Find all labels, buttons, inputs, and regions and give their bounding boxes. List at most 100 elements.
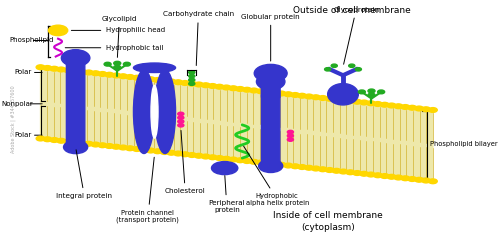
Circle shape — [277, 91, 286, 96]
Circle shape — [291, 92, 300, 97]
Circle shape — [360, 100, 368, 105]
Circle shape — [264, 90, 272, 94]
Circle shape — [112, 73, 120, 78]
Circle shape — [215, 156, 224, 160]
Circle shape — [339, 169, 348, 174]
Circle shape — [401, 176, 409, 181]
Circle shape — [229, 157, 237, 162]
Text: Glycoprotein: Glycoprotein — [333, 7, 379, 64]
Circle shape — [353, 171, 362, 175]
Text: Adobe Stock | #344557600: Adobe Stock | #344557600 — [10, 86, 16, 153]
Circle shape — [202, 83, 210, 88]
Circle shape — [312, 95, 320, 100]
Text: Cholesterol: Cholesterol — [165, 130, 205, 194]
Circle shape — [304, 165, 314, 170]
Text: Integral protein: Integral protein — [56, 150, 112, 199]
Circle shape — [358, 90, 366, 94]
Circle shape — [422, 107, 430, 112]
Circle shape — [105, 144, 114, 148]
Circle shape — [380, 174, 389, 178]
Circle shape — [360, 171, 368, 176]
Text: Polar: Polar — [14, 70, 32, 76]
Circle shape — [126, 75, 134, 79]
Circle shape — [387, 174, 396, 179]
Circle shape — [178, 116, 184, 119]
Circle shape — [160, 150, 169, 154]
Circle shape — [298, 165, 306, 169]
Circle shape — [380, 102, 389, 107]
Circle shape — [353, 99, 362, 104]
Circle shape — [118, 74, 128, 79]
Circle shape — [208, 155, 217, 160]
Circle shape — [188, 74, 195, 78]
Circle shape — [202, 154, 210, 159]
Circle shape — [318, 167, 327, 172]
Text: Globular protein: Globular protein — [242, 14, 300, 61]
Text: Glycolipid: Glycolipid — [102, 16, 137, 57]
Circle shape — [48, 25, 68, 36]
Circle shape — [118, 145, 128, 150]
Circle shape — [132, 147, 141, 151]
FancyBboxPatch shape — [262, 76, 280, 98]
Circle shape — [288, 138, 294, 141]
Circle shape — [188, 71, 195, 74]
Ellipse shape — [256, 73, 285, 90]
Circle shape — [236, 87, 244, 91]
Text: Carbohydrate chain: Carbohydrate chain — [163, 11, 234, 65]
Circle shape — [256, 160, 265, 165]
Circle shape — [167, 150, 175, 155]
Text: Phospholipid bilayer: Phospholipid bilayer — [430, 141, 498, 147]
Ellipse shape — [62, 50, 90, 66]
Circle shape — [57, 138, 66, 143]
Circle shape — [408, 177, 416, 181]
Circle shape — [318, 96, 327, 100]
Circle shape — [298, 93, 306, 98]
Circle shape — [324, 68, 330, 71]
Circle shape — [180, 152, 190, 157]
Circle shape — [291, 164, 300, 169]
Circle shape — [188, 78, 195, 81]
Circle shape — [288, 130, 294, 134]
Text: Inside of cell membrane
(cytoplasm): Inside of cell membrane (cytoplasm) — [273, 211, 382, 232]
Circle shape — [180, 81, 190, 85]
Ellipse shape — [64, 141, 88, 154]
Circle shape — [374, 102, 382, 106]
Circle shape — [312, 166, 320, 171]
Circle shape — [356, 68, 362, 71]
Circle shape — [126, 146, 134, 151]
Circle shape — [366, 101, 376, 106]
Circle shape — [78, 141, 86, 145]
Ellipse shape — [154, 70, 176, 153]
Ellipse shape — [328, 84, 358, 105]
Circle shape — [105, 72, 114, 77]
Circle shape — [222, 156, 231, 161]
Circle shape — [304, 94, 314, 99]
Text: Hydrophobic tail: Hydrophobic tail — [65, 45, 164, 51]
Circle shape — [160, 78, 169, 83]
Circle shape — [250, 159, 258, 164]
Ellipse shape — [134, 63, 175, 72]
Circle shape — [98, 143, 107, 148]
Circle shape — [178, 120, 184, 123]
Circle shape — [277, 162, 286, 167]
Circle shape — [428, 179, 438, 184]
FancyBboxPatch shape — [66, 56, 85, 150]
Circle shape — [408, 105, 416, 110]
Circle shape — [222, 85, 231, 90]
Circle shape — [146, 77, 155, 81]
Circle shape — [332, 97, 341, 102]
Circle shape — [43, 65, 52, 70]
Circle shape — [387, 103, 396, 108]
Circle shape — [348, 64, 355, 67]
Circle shape — [378, 90, 384, 94]
Circle shape — [256, 89, 265, 94]
Ellipse shape — [254, 64, 287, 82]
Circle shape — [325, 96, 334, 101]
Circle shape — [366, 172, 376, 177]
Ellipse shape — [212, 162, 238, 175]
Ellipse shape — [151, 85, 158, 138]
Text: Protein channel
(transport protein): Protein channel (transport protein) — [116, 157, 180, 223]
Circle shape — [284, 163, 292, 168]
Circle shape — [242, 159, 252, 163]
Circle shape — [70, 69, 80, 73]
